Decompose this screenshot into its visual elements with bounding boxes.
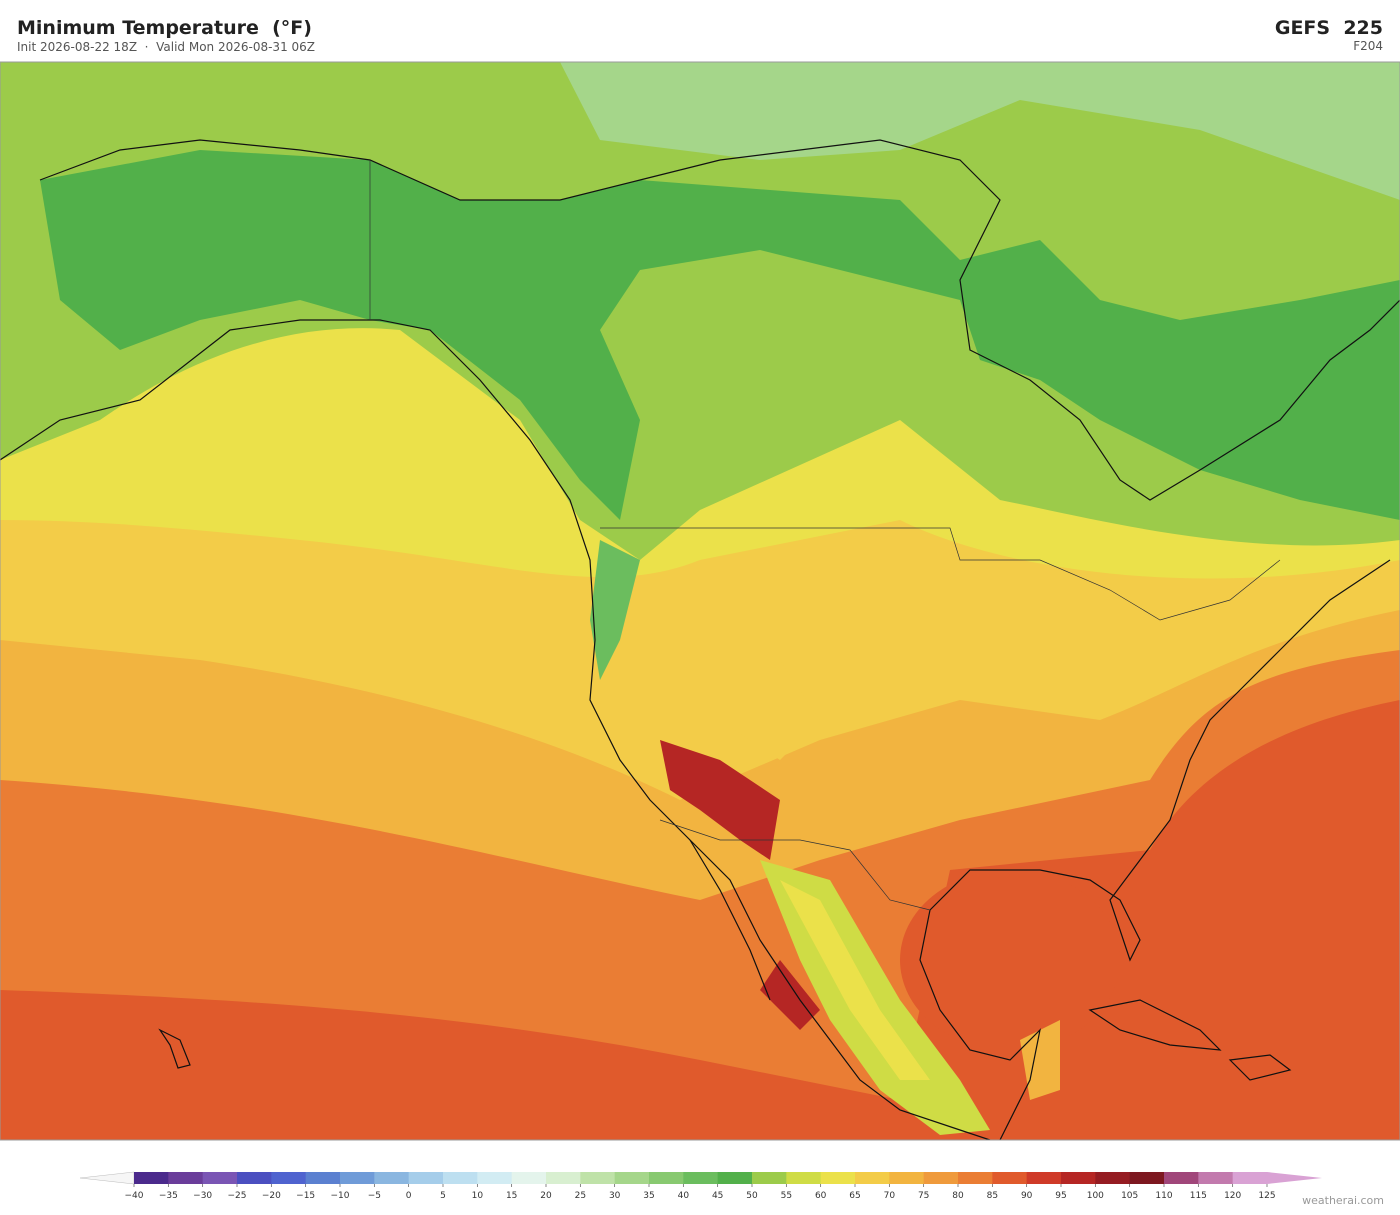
colorbar-segment: [202, 1172, 238, 1184]
colorbar-segment: [580, 1172, 616, 1184]
colorbar-segment: [477, 1172, 513, 1184]
colorbar-segment: [614, 1172, 650, 1184]
colorbar-tick-label: 55: [781, 1191, 792, 1201]
colorbar-segment: [820, 1172, 856, 1184]
watermark: weatherai.com: [1302, 1194, 1384, 1207]
colorbar-tick-label: −40: [125, 1191, 144, 1201]
colorbar-segment: [168, 1172, 204, 1184]
model-label: GEFS 225: [1275, 17, 1383, 39]
colorbar-segment: [717, 1172, 753, 1184]
colorbar-segment: [1232, 1172, 1268, 1184]
colorbar-tick-label: 65: [849, 1191, 860, 1201]
colorbar-segment: [958, 1172, 993, 1184]
colorbar-segment: [305, 1172, 341, 1184]
colorbar-tick-label: 75: [918, 1191, 929, 1201]
colorbar-tick-label: 85: [987, 1191, 998, 1201]
colorbar-tick-label: 115: [1190, 1191, 1207, 1201]
colorbar-segment: [408, 1172, 444, 1184]
colorbar-tick-label: 80: [952, 1191, 964, 1201]
colorbar-segment: [923, 1172, 959, 1184]
colorbar-tick-label: 120: [1224, 1191, 1241, 1201]
colorbar-tick-label: 45: [712, 1191, 723, 1201]
colorbar-segment: [511, 1172, 547, 1184]
colorbar-segment: [237, 1172, 272, 1184]
colorbar-tick-label: 125: [1258, 1191, 1275, 1201]
colorbar-tick-label: −15: [296, 1191, 315, 1201]
colorbar-extend-high: [1267, 1172, 1322, 1184]
colorbar-tick-label: −10: [331, 1191, 350, 1201]
colorbar-tick-label: 70: [884, 1191, 896, 1201]
colorbar-tick-label: 5: [440, 1191, 446, 1201]
colorbar-segment: [1026, 1172, 1062, 1184]
colorbar-tick-label: −30: [193, 1191, 212, 1201]
colorbar-tick-label: −20: [262, 1191, 281, 1201]
colorbar-tick-label: 50: [746, 1191, 758, 1201]
colorbar-tick-label: −35: [159, 1191, 178, 1201]
colorbar-segment: [752, 1172, 787, 1184]
colorbar-tick-label: 105: [1121, 1191, 1138, 1201]
colorbar-tick-label: 0: [406, 1191, 412, 1201]
colorbar-segment: [992, 1172, 1028, 1184]
colorbar-segment: [1164, 1172, 1199, 1184]
colorbar-segment: [1129, 1172, 1165, 1184]
borders: [369, 160, 1281, 911]
colorbar-segment: [340, 1172, 375, 1184]
colorbar-tick-label: 60: [815, 1191, 827, 1201]
colorbar-segment: [134, 1172, 169, 1184]
colorbar-segment: [1061, 1172, 1096, 1184]
colorbar-tick-label: −5: [368, 1191, 381, 1201]
colorbar-segment: [683, 1172, 719, 1184]
colorbar-segment: [649, 1172, 684, 1184]
colorbar-tick-label: 30: [609, 1191, 621, 1201]
colorbar-segment: [443, 1172, 478, 1184]
map-frame: [0, 61, 1400, 1141]
colorbar-tick-label: 40: [678, 1191, 690, 1201]
colorbar-segment: [889, 1172, 925, 1184]
colorbar-tick-label: 95: [1055, 1191, 1066, 1201]
colorbar-segment: [855, 1172, 890, 1184]
title: Minimum Temperature (°F): [17, 17, 312, 39]
colorbar-tick-label: 10: [472, 1191, 484, 1201]
colorbar-segment: [374, 1172, 410, 1184]
colorbar-tick-label: −25: [228, 1191, 247, 1201]
colorbar-tick-label: 90: [1021, 1191, 1033, 1201]
forecast-hour: F204: [1353, 39, 1383, 53]
subtitle: Init 2026-08-22 18Z · Valid Mon 2026-08-…: [17, 40, 315, 54]
colorbar-tick-label: 110: [1155, 1191, 1172, 1201]
colorbar-segment: [546, 1172, 581, 1184]
colorbar-segment: [271, 1172, 307, 1184]
colorbar: −40 −35 −30 −25 −20 −15 −10 −5 0 5 10 15 20 25 30 35 40 4…: [79, 1171, 1322, 1201]
colorbar-tick-label: 20: [540, 1191, 552, 1201]
coastlines: [0, 139, 1400, 1140]
colorbar-extend-low: [79, 1171, 135, 1185]
colorbar-tick-label: 100: [1087, 1191, 1104, 1201]
colorbar-tick-label: 25: [575, 1191, 586, 1201]
map: [0, 62, 1400, 1140]
colorbar-segment: [786, 1172, 822, 1184]
colorbar-tick-label: 35: [643, 1191, 654, 1201]
colorbar-segment: [1095, 1172, 1131, 1184]
colorbar-segment: [1198, 1172, 1234, 1184]
colorbar-tick-label: 15: [506, 1191, 517, 1201]
